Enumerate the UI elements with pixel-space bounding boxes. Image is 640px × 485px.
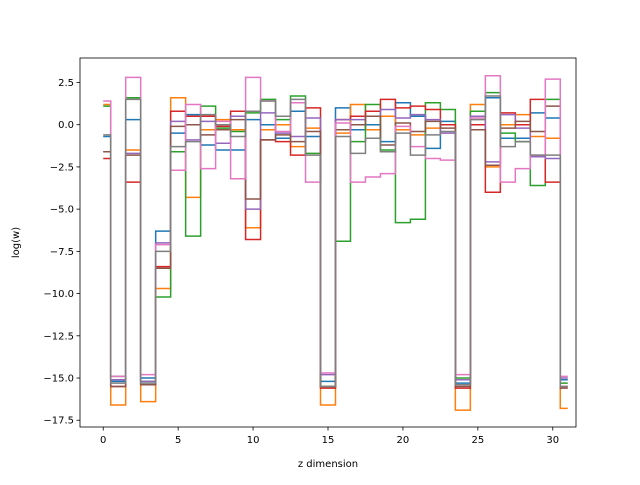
y-tick-label: −2.5 xyxy=(50,162,74,173)
x-axis: 0 5 10 15 20 25 30 xyxy=(100,427,559,446)
x-tick-label: 20 xyxy=(397,435,410,446)
series-layer xyxy=(103,74,568,411)
y-tick-label: −15.0 xyxy=(43,374,74,385)
x-tick-label: 10 xyxy=(247,435,260,446)
y-tick-label: −12.5 xyxy=(43,331,74,342)
y-tick-label: −7.5 xyxy=(50,247,74,258)
y-axis-label: log(w) xyxy=(11,227,22,258)
x-tick-label: 15 xyxy=(322,435,335,446)
x-tick-label: 0 xyxy=(100,435,106,446)
y-tick-label: −5.0 xyxy=(50,205,74,216)
y-tick-label: −10.0 xyxy=(43,289,74,300)
x-axis-label: z dimension xyxy=(298,459,358,470)
x-tick-label: 30 xyxy=(546,435,559,446)
x-tick-label: 5 xyxy=(175,435,181,446)
y-tick-label: −17.5 xyxy=(43,416,74,427)
series-line-8 xyxy=(103,95,568,388)
y-axis: 2.5 0.0 −2.5 −5.0 −7.5 −10.0 −12.5 −15.0 −17.5 xyxy=(43,78,80,427)
x-tick-label: 25 xyxy=(471,435,484,446)
y-tick-label: 0.0 xyxy=(58,120,74,131)
y-tick-label: 2.5 xyxy=(58,78,74,89)
